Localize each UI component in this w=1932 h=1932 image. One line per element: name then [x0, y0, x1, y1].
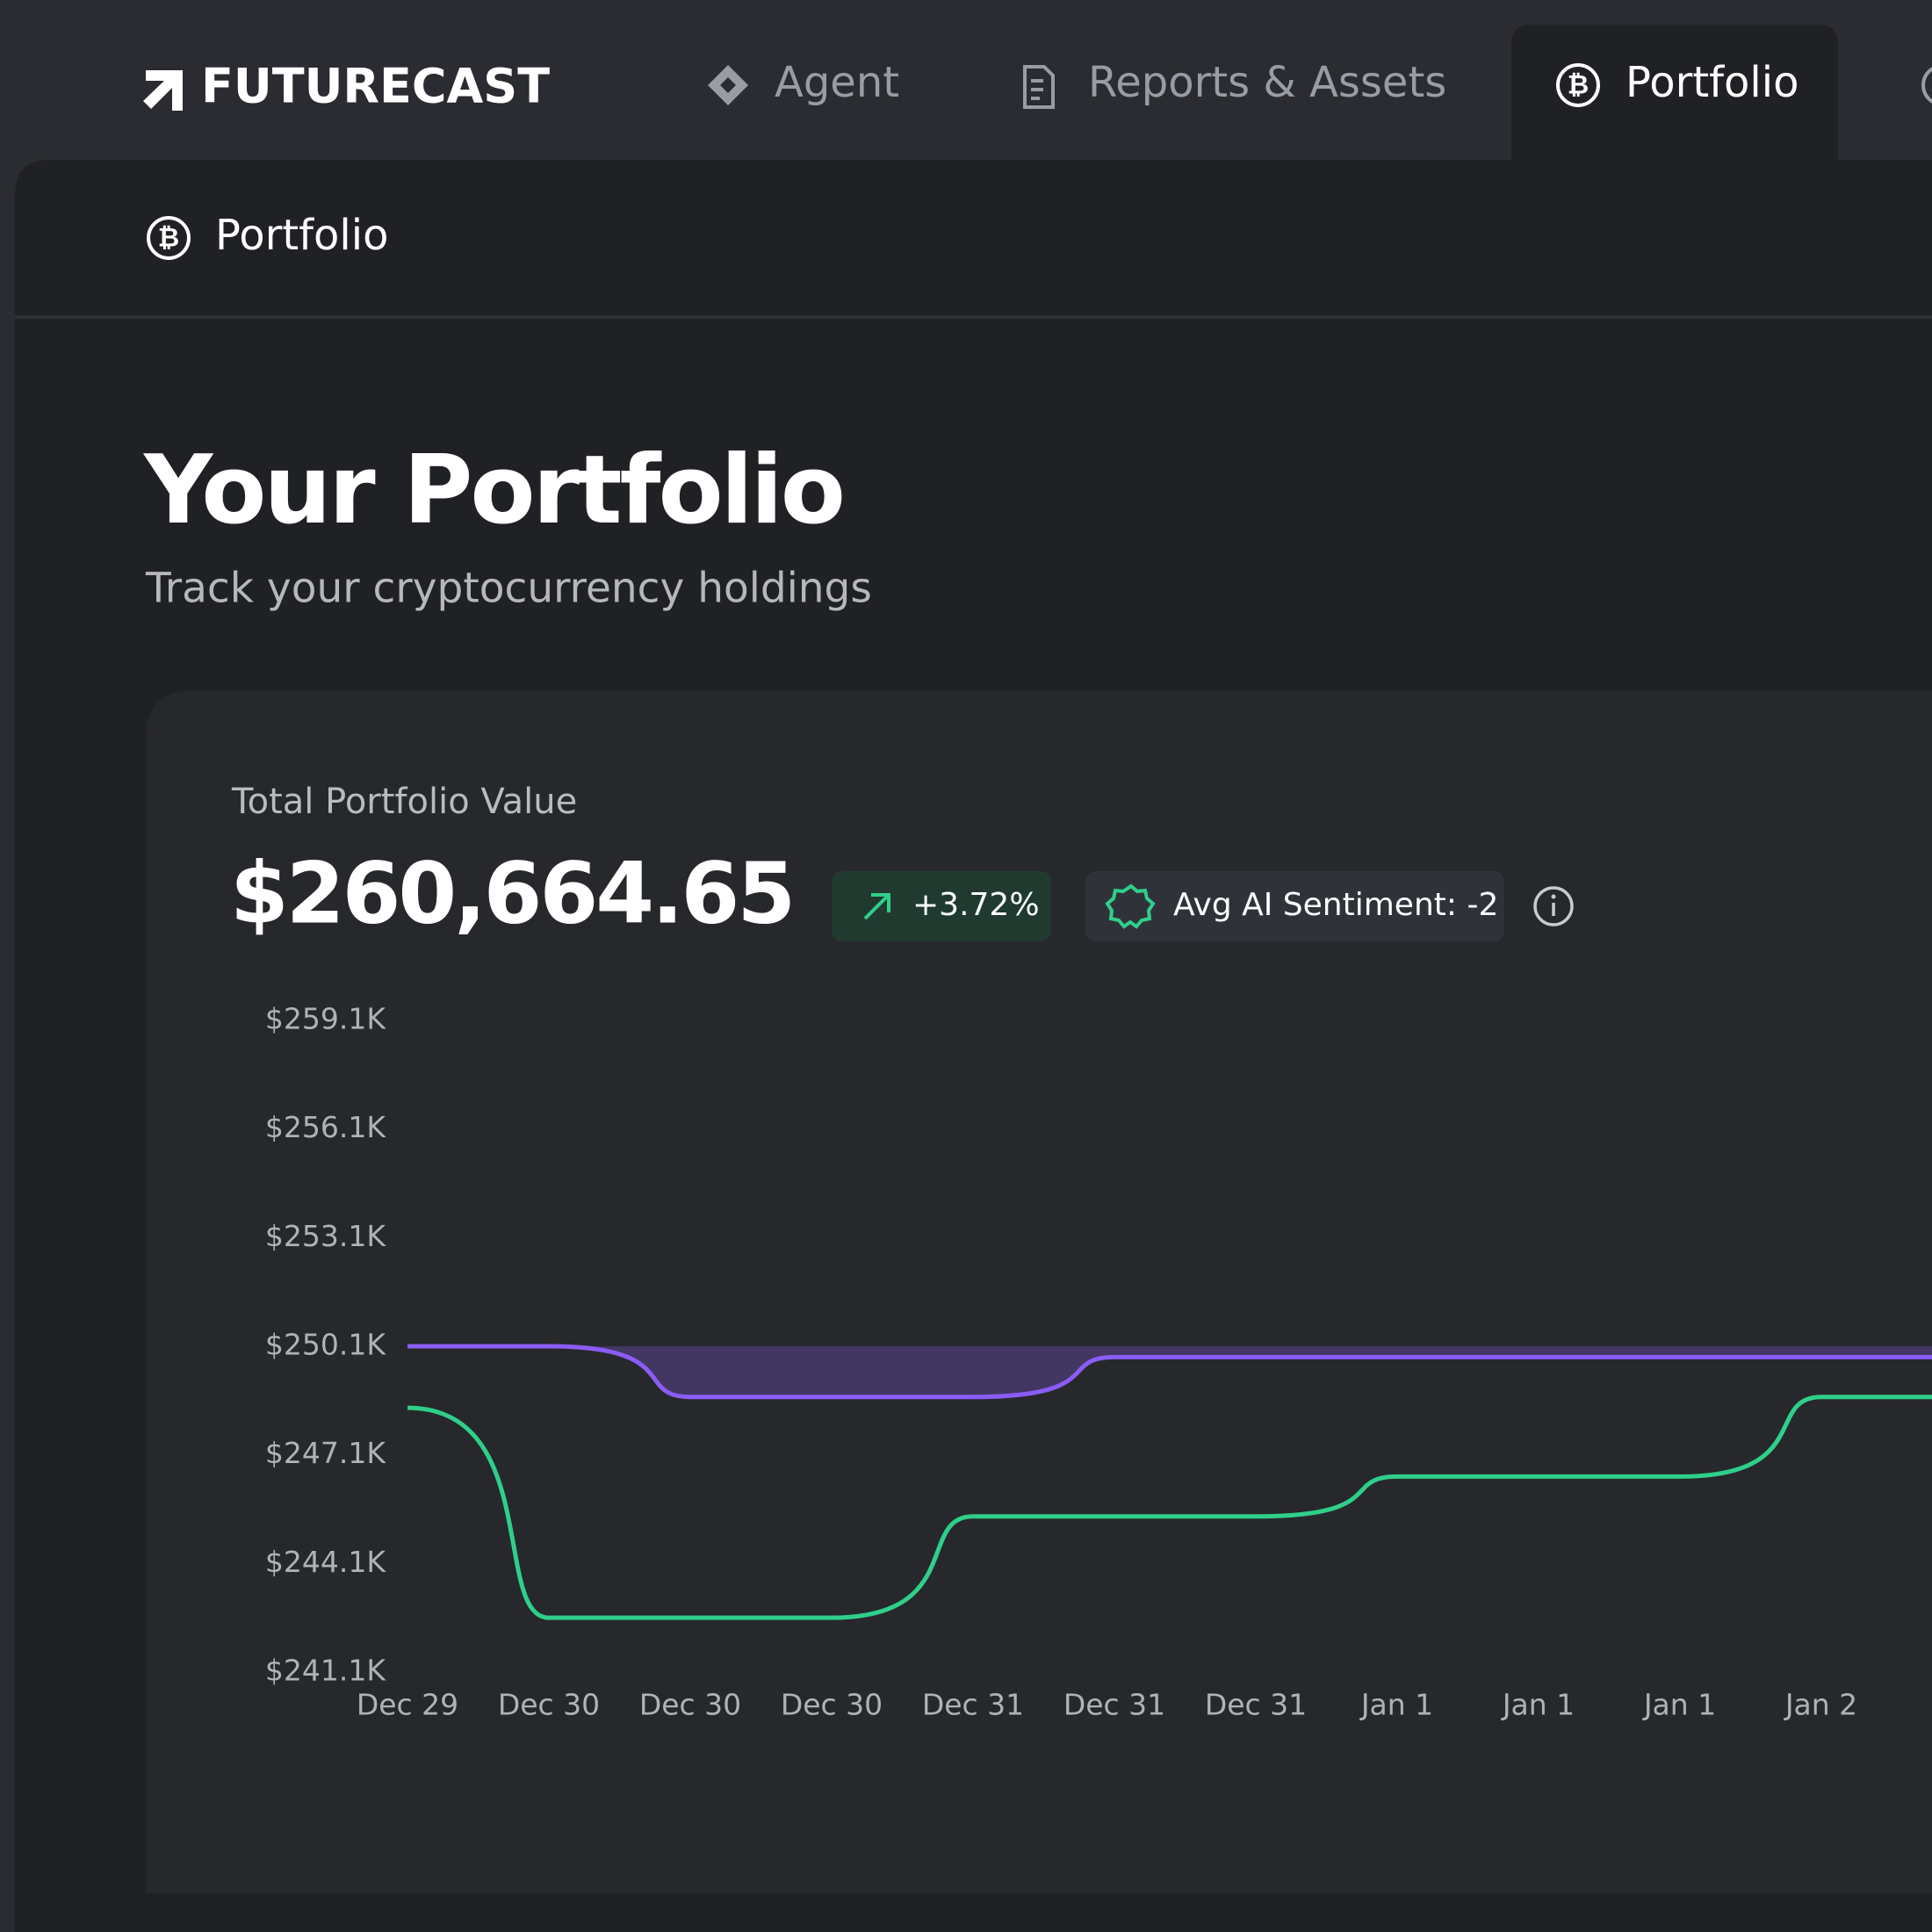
breadcrumb: Portfolio — [215, 211, 388, 260]
nav-item[interactable]: Agent — [775, 58, 899, 107]
sentiment-icon — [1105, 883, 1156, 929]
chart: $259.1K $256.1K $253.1K $250.1K $247.1K $244.… — [265, 1002, 1932, 1722]
coin-icon — [1556, 63, 1600, 107]
x-tick-label: Dec 30 — [639, 1688, 741, 1722]
y-tick-label: $244.1K — [265, 1545, 386, 1579]
y-tick-label: $259.1K — [265, 1002, 386, 1036]
sentiment-badge — [1085, 871, 1504, 941]
page-subtitle: Track your cryptocurrency holdings — [145, 565, 872, 613]
coin-symbol: ₿ — [158, 223, 179, 254]
x-tick-label: Dec 30 — [498, 1688, 600, 1722]
x-tick-label: Dec 31 — [1205, 1688, 1307, 1722]
x-tick-label: Jan 1 — [1642, 1688, 1716, 1722]
y-tick-label: $250.1K — [265, 1328, 386, 1362]
info-dot — [1551, 894, 1556, 899]
portfolio-value: $260,664.65 — [230, 844, 793, 942]
x-tick-label: Dec 31 — [1063, 1688, 1165, 1722]
x-tick-label: Dec 29 — [357, 1688, 458, 1722]
value-card — [146, 690, 1932, 1893]
active-tab[interactable] — [1511, 25, 1838, 160]
change-badge — [832, 871, 1051, 941]
brand: FUTURECAST — [201, 59, 550, 114]
x-tick-label: Jan 1 — [1359, 1688, 1433, 1722]
series-line — [407, 1344, 1932, 1400]
x-tick-label: Jan 1 — [1501, 1688, 1575, 1722]
cut-nav-icon — [1921, 67, 1932, 104]
y-tick-label: $247.1K — [265, 1436, 386, 1470]
x-tick-label: Dec 31 — [922, 1688, 1024, 1722]
y-tick-label: $241.1K — [265, 1654, 386, 1688]
x-tick-label: Dec 30 — [781, 1688, 883, 1722]
reports-icon — [1023, 65, 1055, 109]
page-title: Your Portfolio — [142, 436, 843, 545]
x-tick-label: Jan 2 — [1784, 1688, 1857, 1722]
series-area — [407, 1345, 1932, 1397]
portfolio-tab[interactable]: ₿ Portfolio — [1556, 58, 1799, 107]
series-line — [407, 1395, 1932, 1620]
nav-item[interactable]: Portfolio — [1626, 58, 1799, 107]
agent-tab[interactable]: Agent — [708, 58, 899, 107]
sentiment-text: Avg AI Sentiment: -2 — [1173, 887, 1498, 923]
info-icon[interactable] — [1533, 886, 1574, 926]
change-value: +3.72% — [912, 887, 1040, 923]
logo-icon — [143, 70, 183, 111]
up-arrow — [863, 893, 890, 920]
card-label: Total Portfolio Value — [231, 782, 577, 822]
y-tick-label: $253.1K — [265, 1219, 386, 1253]
reports-tab[interactable]: Reports & Assets — [1023, 58, 1446, 109]
coin-symbol: ₿ — [1568, 70, 1589, 101]
coin-icon — [147, 216, 191, 260]
nav-item[interactable]: Reports & Assets — [1088, 58, 1446, 107]
info-button[interactable] — [1533, 886, 1574, 926]
agent-icon — [708, 65, 748, 105]
y-tick-label: $256.1K — [265, 1110, 386, 1144]
